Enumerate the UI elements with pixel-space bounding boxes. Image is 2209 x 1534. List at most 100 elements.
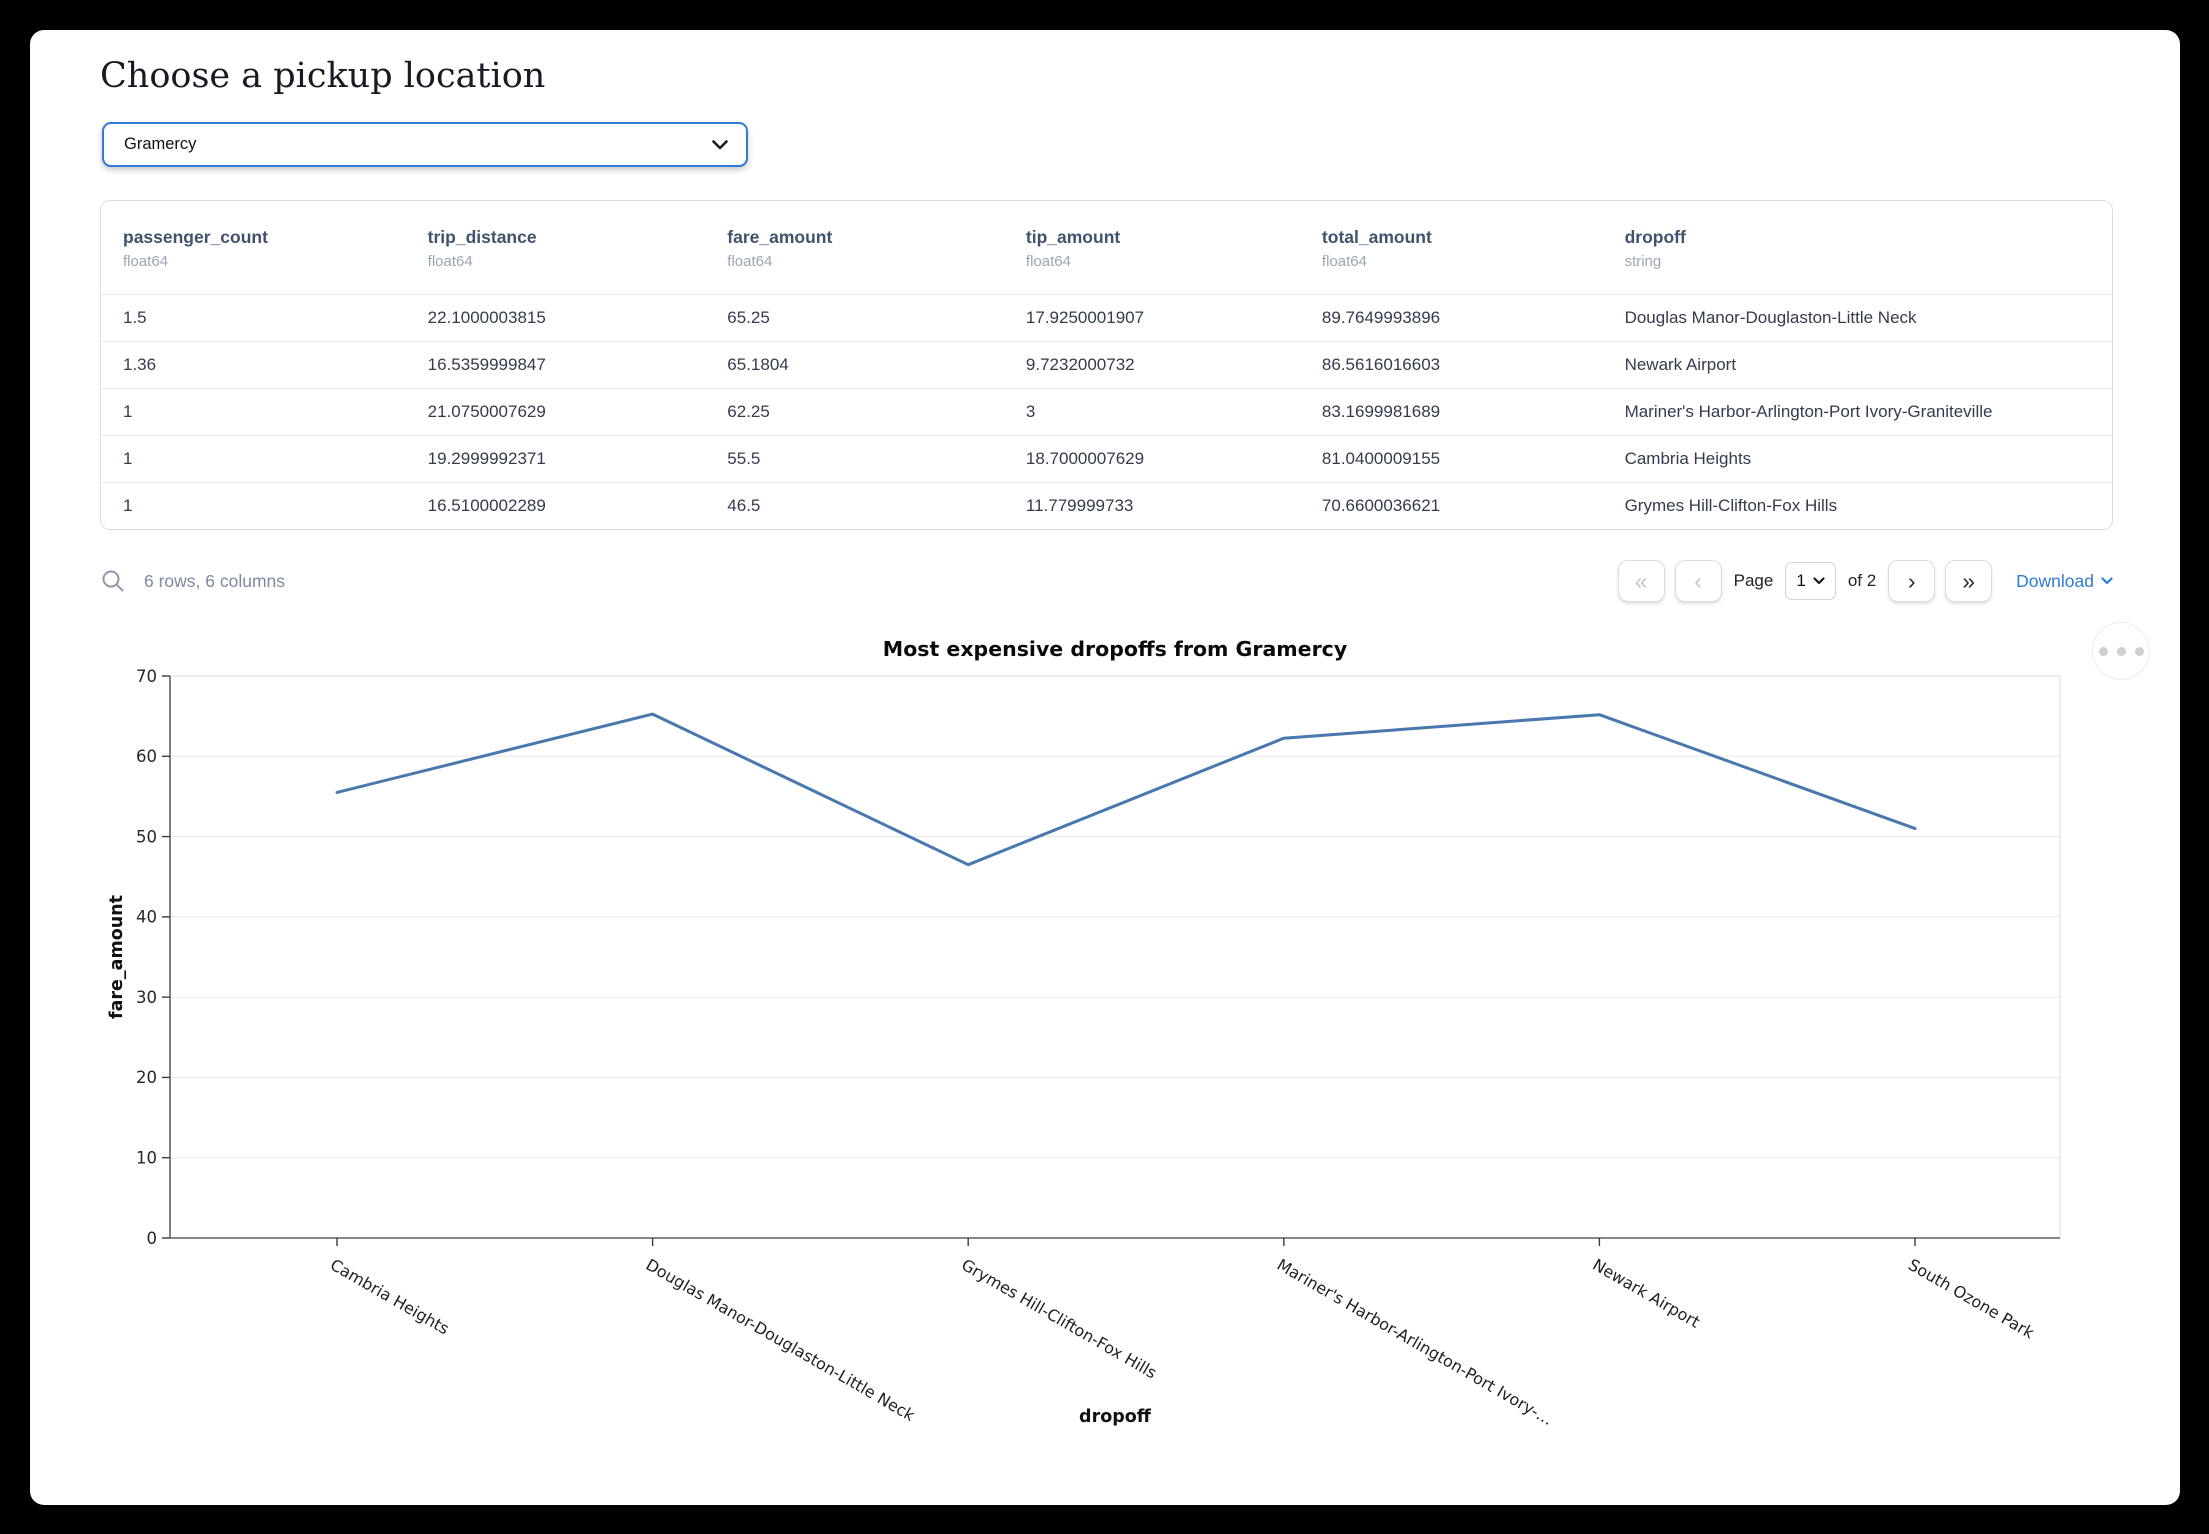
table-row[interactable]: 1.5 22.1000003815 65.25 17.9250001907 89.764… xyxy=(101,294,2112,341)
column-type: float64 xyxy=(427,253,473,270)
app-card: Choose a pickup location Gramercy passen… xyxy=(30,30,2180,1505)
table-cell: 1 xyxy=(123,449,133,468)
x-tick-label: Newark Airport xyxy=(1589,1255,1703,1332)
download-menu[interactable]: Download xyxy=(2016,571,2113,592)
column-name: passenger_count xyxy=(123,227,268,247)
column-type: float64 xyxy=(123,253,169,270)
table-cell: Newark Airport xyxy=(1624,355,1737,374)
y-tick-label: 50 xyxy=(136,827,157,846)
column-type: float64 xyxy=(1321,253,1367,270)
table-footer: 6 rows, 6 columns « ‹ Page 1 of 2 › » Do… xyxy=(100,552,2113,610)
column-type: float64 xyxy=(1025,253,1071,270)
table-cell: 55.5 xyxy=(727,449,761,468)
y-tick-label: 70 xyxy=(136,667,157,686)
table-cell: 46.5 xyxy=(727,496,761,515)
column-header-dropoff[interactable]: dropoff string xyxy=(1603,227,2112,270)
y-tick-label: 20 xyxy=(136,1068,157,1087)
table-row[interactable]: 1 19.2999992371 55.5 18.7000007629 81.040000… xyxy=(101,435,2112,482)
column-type: float64 xyxy=(727,253,773,270)
search-icon[interactable] xyxy=(100,568,126,594)
last-page-button[interactable]: » xyxy=(1945,560,1993,602)
x-tick-label: Cambria Heights xyxy=(327,1255,452,1338)
page-number-value: 1 xyxy=(1796,571,1806,590)
column-type: string xyxy=(1624,253,1662,270)
fare-line-series xyxy=(335,712,1917,867)
y-axis-label: fare_amount xyxy=(107,895,127,1019)
chart-title: Most expensive dropoffs from Gramercy xyxy=(883,637,1347,661)
fare-chart: 0 10 20 30 40 50 60 70 Cambria Heights Douglas Ma… xyxy=(107,637,2061,1429)
column-name: fare_amount xyxy=(727,227,833,247)
column-header-passenger_count[interactable]: passenger_count float64 xyxy=(101,227,406,270)
table-cell: 16.5359999847 xyxy=(427,355,546,374)
table-cell: 86.5616016603 xyxy=(1321,355,1441,374)
column-header-tip_amount[interactable]: tip_amount float64 xyxy=(1004,227,1300,270)
table-cell: 1.5 xyxy=(123,308,147,327)
chevron-down-icon xyxy=(712,139,728,149)
y-tick-label: 0 xyxy=(147,1229,158,1248)
chevron-down-icon xyxy=(2101,577,2113,585)
page-number-select[interactable]: 1 xyxy=(1785,562,1836,600)
table-cell: 1.36 xyxy=(123,355,157,374)
table-cell: 3 xyxy=(1025,402,1036,421)
page-title: Choose a pickup location xyxy=(100,56,546,96)
table-cell: 9.7232000732 xyxy=(1025,355,1135,374)
y-tick-label: 40 xyxy=(136,908,157,927)
table-row[interactable]: 1 21.0750007629 62.25 3 83.1699981689 Mariner… xyxy=(101,388,2112,435)
table-cell: 65.1804 xyxy=(727,355,789,374)
pickup-location-value: Gramercy xyxy=(124,135,197,153)
table-body: 1.5 22.1000003815 65.25 17.9250001907 89.764… xyxy=(101,294,2112,529)
row-column-count: 6 rows, 6 columns xyxy=(144,570,286,591)
table-row[interactable]: 1.36 16.5359999847 65.1804 9.7232000732 86.5… xyxy=(101,341,2112,388)
table-summary: 6 rows, 6 columns xyxy=(100,568,285,594)
pickup-location-select[interactable]: Gramercy xyxy=(102,122,748,167)
previous-page-button[interactable]: ‹ xyxy=(1674,560,1722,602)
more-options-icon xyxy=(2134,646,2144,656)
column-name: trip_distance xyxy=(427,227,537,247)
table-cell: 16.5100002289 xyxy=(427,496,546,515)
table-cell: Douglas Manor-Douglaston-Little Neck xyxy=(1624,308,1917,327)
y-tick-label: 10 xyxy=(136,1148,157,1167)
table-cell: 62.25 xyxy=(727,402,770,421)
table-cell: 83.1699981689 xyxy=(1321,402,1441,421)
table-cell: 1 xyxy=(123,496,133,515)
more-options-icon xyxy=(2098,646,2108,656)
page-total-label: of 2 xyxy=(1847,571,1877,590)
column-header-fare_amount[interactable]: fare_amount float64 xyxy=(705,227,1004,270)
chart-options-button[interactable] xyxy=(2092,622,2150,680)
table-cell: 18.7000007629 xyxy=(1025,449,1145,468)
next-page-button[interactable]: › xyxy=(1888,560,1936,602)
first-page-button[interactable]: « xyxy=(1617,560,1665,602)
x-tick-label: Douglas Manor-Douglaston-Little Neck xyxy=(643,1255,919,1425)
table-cell: 1 xyxy=(123,402,133,421)
caret-down-icon xyxy=(1813,577,1825,585)
column-name: total_amount xyxy=(1321,227,1432,247)
column-header-total_amount[interactable]: total_amount float64 xyxy=(1300,227,1603,270)
table-cell: 19.2999992371 xyxy=(427,449,546,468)
table-cell: Grymes Hill-Clifton-Fox Hills xyxy=(1624,496,1838,515)
table-cell: 81.0400009155 xyxy=(1321,449,1441,468)
x-tick-label: South Ozone Park xyxy=(1905,1255,2038,1343)
table-row[interactable]: 1 16.5100002289 46.5 11.779999733 70.6600036… xyxy=(101,482,2112,529)
x-axis-label: dropoff xyxy=(1079,1407,1152,1427)
x-tick-label: Mariner's Harbor-Arlington-Port Ivory-… xyxy=(1274,1255,1557,1429)
y-tick-label: 30 xyxy=(136,988,157,1007)
table-cell: Mariner's Harbor-Arlington-Port Ivory-Gr… xyxy=(1624,402,1993,421)
table-cell: Cambria Heights xyxy=(1624,449,1752,468)
page-label: Page xyxy=(1733,571,1774,590)
table-cell: 70.6600036621 xyxy=(1321,496,1441,515)
table-cell: 65.25 xyxy=(727,308,770,327)
table-cell: 22.1000003815 xyxy=(427,308,546,327)
table-cell: 17.9250001907 xyxy=(1025,308,1145,327)
table-cell: 11.779999733 xyxy=(1025,496,1134,515)
x-tick-label: Grymes Hill-Clifton-Fox Hills xyxy=(958,1255,1160,1382)
column-header-trip_distance[interactable]: trip_distance float64 xyxy=(406,227,706,270)
more-options-icon xyxy=(2116,646,2126,656)
column-name: dropoff xyxy=(1624,227,1686,247)
download-label: Download xyxy=(2016,570,2094,591)
pagination-controls: « ‹ Page 1 of 2 › » Download xyxy=(1617,560,2113,602)
table-cell: 21.0750007629 xyxy=(427,402,546,421)
y-tick-label: 60 xyxy=(136,747,157,766)
